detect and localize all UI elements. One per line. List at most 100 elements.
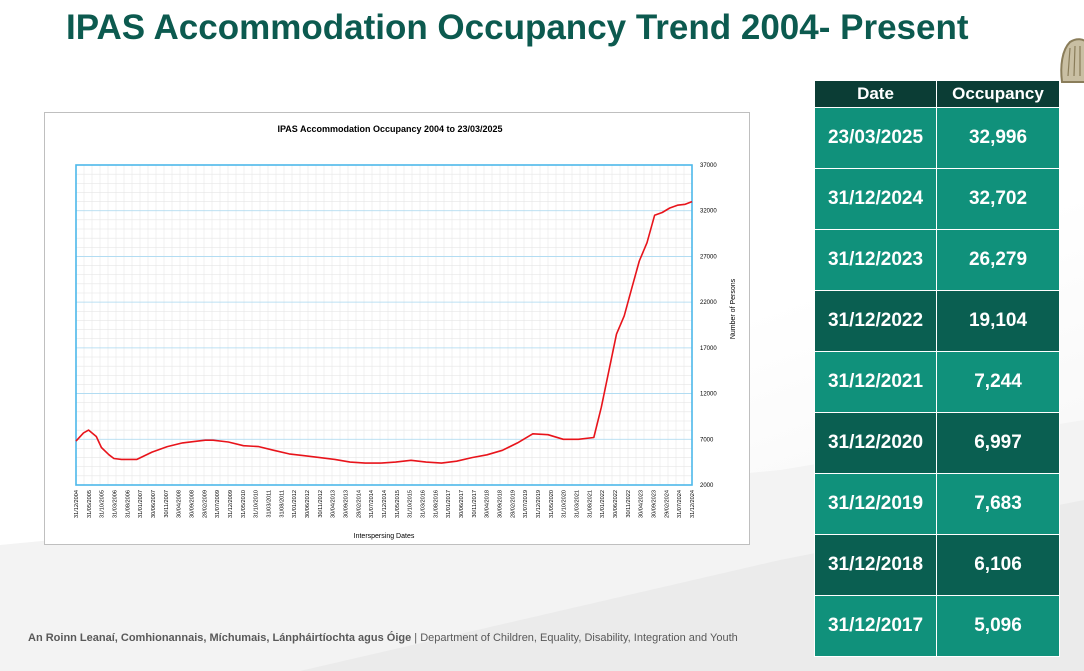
x-tick-label: 31/10/2020 [562,490,568,518]
cell-date: 31/12/2022 [814,290,937,352]
chart-frame [75,164,693,486]
table-row: 31/12/2018 6,106 [814,534,1060,596]
x-tick-label: 31/03/2016 [421,490,427,518]
x-tick-label: 31/05/2005 [87,490,93,518]
x-tick-label: 31/07/2014 [369,490,375,518]
cell-date: 31/12/2018 [814,534,937,596]
x-tick-label: 31/12/2014 [382,490,388,518]
x-tick-label: 31/10/2010 [254,490,260,518]
x-tick-label: 30/04/2023 [639,490,645,518]
x-tick-label: 31/05/2015 [395,490,401,518]
cell-occupancy: 7,244 [936,351,1060,413]
y-tick-label: 2000 [700,483,714,489]
cell-date: 31/12/2020 [814,412,937,474]
y-tick-label: 12000 [700,392,717,398]
plot-frame [75,164,693,486]
x-tick-label: 31/12/2019 [536,490,542,518]
table-row: 31/12/2023 26,279 [814,229,1060,291]
x-tick-label: 30/06/2012 [305,490,311,518]
x-tick-label: 31/07/2019 [523,490,529,518]
cell-occupancy: 19,104 [936,290,1060,352]
footer-irish: An Roinn Leanaí, Comhionannais, Míchumai… [28,632,412,644]
cell-date: 31/12/2019 [814,473,937,535]
cell-occupancy: 7,683 [936,473,1060,535]
table-row: 31/12/2019 7,683 [814,473,1060,535]
x-tick-label: 31/08/2011 [279,490,285,518]
cell-occupancy: 6,997 [936,412,1060,474]
table-row: 31/12/2020 6,997 [814,412,1060,474]
x-tick-label: 30/11/2007 [164,490,170,518]
x-tick-label: 30/09/2023 [652,490,658,518]
y-tick-label: 37000 [700,163,717,169]
x-tick-label: 30/09/2013 [344,490,350,518]
x-tick-label: 31/08/2006 [125,490,131,518]
cell-occupancy: 5,096 [936,595,1060,657]
page-title: IPAS Accommodation Occupancy Trend 2004-… [66,8,969,47]
y-tick-label: 27000 [700,254,717,260]
x-tick-label: 31/03/2006 [113,490,119,518]
x-tick-label: 29/02/2024 [664,490,670,518]
cell-occupancy: 32,702 [936,168,1060,230]
x-tick-label: 31/01/2012 [292,490,298,518]
cell-occupancy: 26,279 [936,229,1060,291]
x-tick-label: 30/06/2007 [151,490,157,518]
y-tick-label: 22000 [700,300,717,306]
x-tick-label: 30/09/2008 [190,490,196,518]
x-tick-label: 30/11/2022 [626,490,632,518]
occupancy-line [75,200,693,464]
y-tick-label: 32000 [700,209,717,215]
x-tick-label: 31/01/2007 [138,490,144,518]
cell-occupancy: 6,106 [936,534,1060,596]
x-tick-label: 31/07/2009 [215,490,221,518]
x-tick-label: 30/11/2012 [318,490,324,518]
x-tick-label: 30/06/2017 [459,490,465,518]
x-tick-label: 31/10/2015 [408,490,414,518]
x-tick-label: 31/07/2024 [677,490,683,518]
occupancy-chart: IPAS Accommodation Occupancy 2004 to 23/… [44,112,750,545]
footer: An Roinn Leanaí, Comhionannais, Míchumai… [28,632,738,644]
table-header-row: Date Occupancy [814,80,1060,108]
x-tick-label: 30/06/2022 [613,490,619,518]
x-tick-label: 31/01/2022 [600,490,606,518]
y-tick-label: 17000 [700,346,717,352]
x-tick-label: 28/02/2019 [510,490,516,518]
x-tick-label: 31/08/2021 [587,490,593,518]
x-tick-label: 30/04/2008 [177,490,183,518]
cell-date: 31/12/2023 [814,229,937,291]
x-tick-label: 31/03/2021 [575,490,581,518]
x-tick-label: 28/02/2009 [202,490,208,518]
chart-canvas: IPAS Accommodation Occupancy 2004 to 23/… [74,124,737,540]
header-date: Date [814,80,937,108]
table-row: 31/12/2021 7,244 [814,351,1060,413]
occupancy-table: Date Occupancy 23/03/2025 32,996 31/12/202… [814,80,1060,657]
y-axis-ticks: 2000 7000 12000 17000 22000 27000 32000 37000 [700,163,717,489]
x-tick-label: 31/10/2005 [100,490,106,518]
table-row: 31/12/2022 19,104 [814,290,1060,352]
chart-title: IPAS Accommodation Occupancy 2004 to 23/… [277,124,502,134]
y-axis-label: Number of Persons [730,278,737,339]
x-tick-label: 30/11/2017 [472,490,478,518]
footer-english: Department of Children, Equality, Disabi… [420,632,738,644]
x-tick-label: 31/12/2009 [228,490,234,518]
cell-date: 23/03/2025 [814,107,937,169]
chart-grid [75,164,693,486]
harp-crest-icon [1060,38,1084,83]
x-tick-label: 30/04/2018 [485,490,491,518]
x-axis-label: Interspersing Dates [354,533,415,540]
table-row: 31/12/2024 32,702 [814,168,1060,230]
cell-date: 31/12/2017 [814,595,937,657]
x-tick-label: 31/05/2020 [549,490,555,518]
x-tick-label: 30/09/2018 [498,490,504,518]
y-tick-label: 7000 [700,437,714,443]
x-tick-label: 31/01/2017 [446,490,452,518]
table-row: 31/12/2017 5,096 [814,595,1060,657]
header-occupancy: Occupancy [936,80,1060,108]
x-tick-label: 31/12/2024 [690,490,696,518]
x-axis-ticks: 31/12/2004 31/05/2005 31/10/2005 31/03/2006… [74,490,696,518]
x-tick-label: 30/04/2013 [331,490,337,518]
series-line [75,200,693,464]
x-tick-label: 31/08/2016 [433,490,439,518]
x-tick-label: 31/12/2004 [74,490,80,518]
table-row: 23/03/2025 32,996 [814,107,1060,169]
footer-separator: | [411,632,421,644]
